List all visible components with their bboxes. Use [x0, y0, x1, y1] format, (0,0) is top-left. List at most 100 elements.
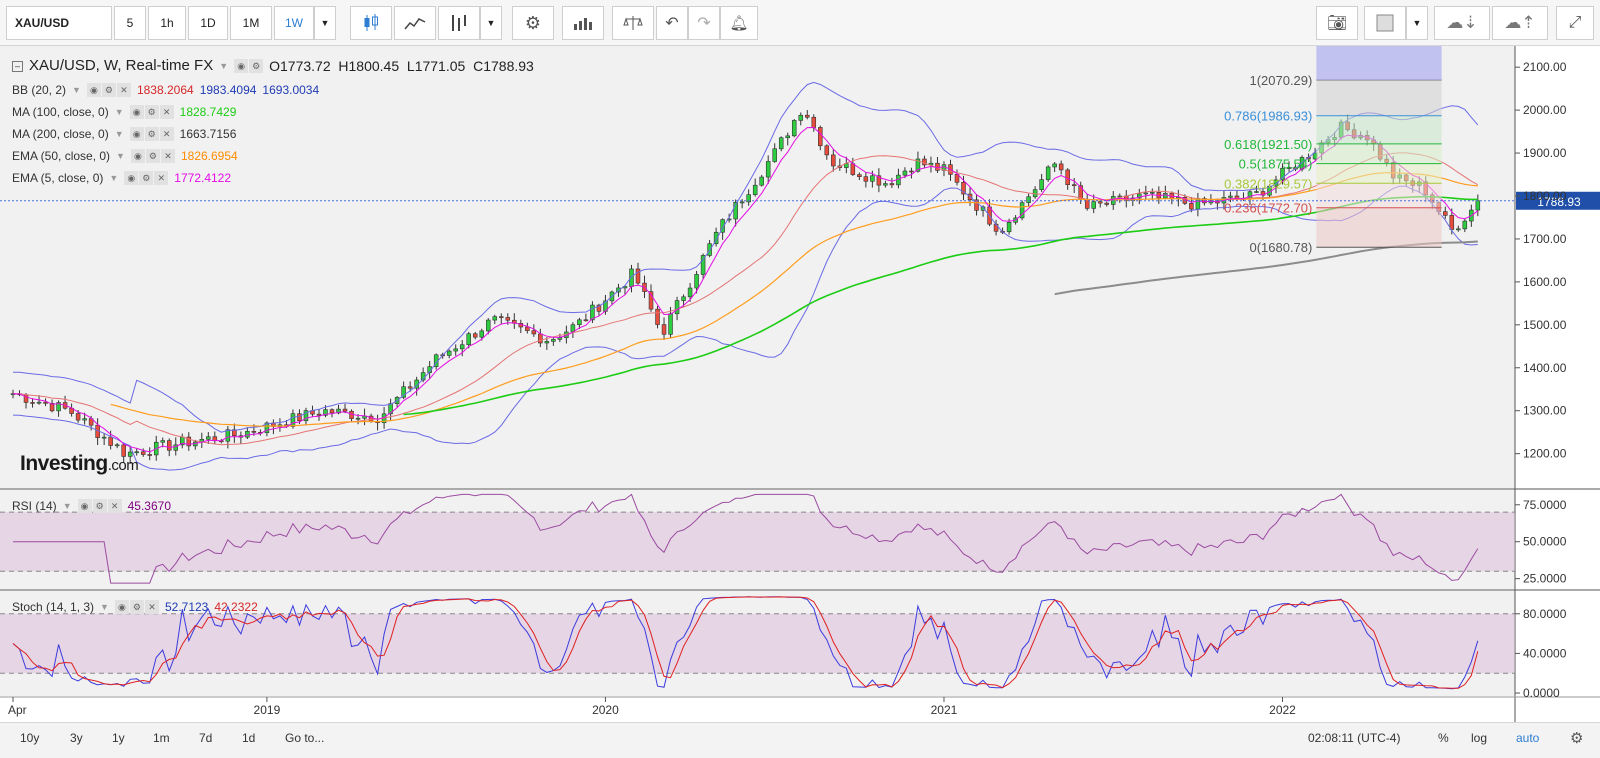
auto-toggle[interactable]: auto	[1516, 731, 1540, 745]
legend-controls[interactable]: ◉ ⚙ ✕	[114, 600, 159, 614]
candle	[1280, 167, 1285, 181]
eye-icon[interactable]: ◉	[124, 171, 139, 185]
eye-icon[interactable]: ◉	[129, 105, 144, 119]
candle	[876, 175, 882, 186]
range-7d-button[interactable]: 7d	[199, 731, 213, 745]
close-value: C1788.93	[473, 58, 534, 74]
candle	[694, 274, 699, 289]
gear-icon[interactable]: ⚙	[1570, 730, 1584, 747]
range-1y-button[interactable]: 1y	[112, 731, 125, 745]
eye-icon[interactable]: ◉	[86, 83, 101, 97]
candle	[342, 408, 348, 412]
close-icon[interactable]: ✕	[144, 600, 159, 614]
cloud-upload-button[interactable]: ☁︎⇡	[1492, 6, 1548, 40]
close-icon[interactable]: ✕	[107, 499, 122, 513]
caret-down-icon[interactable]: ▼	[62, 501, 72, 511]
candle	[863, 176, 869, 182]
close-icon[interactable]: ✕	[154, 171, 169, 185]
gear-icon[interactable]: ⚙	[249, 59, 264, 73]
area-type-button[interactable]	[394, 6, 436, 40]
layout-button[interactable]	[1364, 6, 1406, 40]
range-3y-button[interactable]: 3y	[70, 731, 83, 745]
gear-icon[interactable]: ⚙	[101, 83, 116, 97]
candle	[1052, 163, 1057, 168]
gear-icon[interactable]: ⚙	[92, 499, 107, 513]
caret-down-icon[interactable]: ▼	[219, 61, 229, 71]
compare-button[interactable]	[562, 6, 604, 40]
eye-icon[interactable]: ◉	[234, 59, 249, 73]
caret-down-icon[interactable]: ▼	[100, 602, 109, 612]
eye-icon[interactable]: ◉	[114, 600, 129, 614]
y-tick-label: 1300.00	[1523, 404, 1567, 418]
gear-icon[interactable]: ⚙	[144, 127, 159, 141]
candle	[974, 199, 979, 211]
range-1m-button[interactable]: 1m	[153, 731, 170, 745]
symbol-search-box[interactable]: XAU/USD	[6, 6, 112, 40]
ema5-legend: EMA (5, close, 0) ▼ ◉ ⚙ ✕ 1772.4122	[12, 170, 231, 186]
candle	[479, 330, 485, 338]
fullscreen-button[interactable]: ⤢	[1556, 6, 1594, 40]
ema5-name: EMA (5, close, 0)	[12, 171, 104, 185]
interval-1m-label: 1M	[242, 16, 260, 30]
eye-icon[interactable]: ◉	[77, 499, 92, 513]
candle	[186, 436, 192, 447]
legend-controls[interactable]: ◉ ⚙ ✕	[124, 171, 169, 185]
caret-down-icon[interactable]: ▼	[109, 173, 119, 183]
chart-canvas[interactable]: 1(2070.29) 0.786(1986.93) 0.618(1921.50) 0.…	[0, 46, 1600, 722]
interval-1w-button[interactable]: 1W	[274, 6, 314, 40]
interval-1m-button[interactable]: 1M	[230, 6, 272, 40]
percent-toggle[interactable]: %	[1438, 731, 1449, 745]
candle	[805, 114, 810, 118]
candle	[1286, 167, 1292, 169]
ohlc-values: O1773.72 H1800.45 L1771.05 C1788.93	[269, 58, 534, 74]
interval-1d-button[interactable]: 1D	[188, 6, 228, 40]
undo-button[interactable]: ↶	[656, 6, 688, 40]
candles-type-button[interactable]	[350, 6, 392, 40]
candle	[824, 145, 830, 156]
legend-controls[interactable]: ◉ ⚙ ✕	[130, 149, 175, 163]
ma100-value: 1828.7429	[179, 105, 237, 119]
caret-down-icon[interactable]: ▼	[116, 151, 125, 161]
indicators-dropdown-button[interactable]: ▼	[480, 6, 502, 40]
scale-button[interactable]	[612, 6, 654, 40]
legend-controls[interactable]: ◉ ⚙ ✕	[77, 499, 122, 513]
stoch-d-line	[12, 596, 1479, 689]
close-icon[interactable]: ✕	[160, 149, 175, 163]
redo-button[interactable]: ↷	[688, 6, 720, 40]
collapse-icon[interactable]: –	[12, 60, 23, 72]
candle	[648, 291, 654, 310]
candle	[909, 170, 914, 173]
interval-5-button[interactable]: 5	[114, 6, 146, 40]
alert-button[interactable]: 🔔︎	[720, 6, 758, 40]
legend-controls[interactable]: ◉ ⚙ ✕	[129, 127, 174, 141]
legend-controls[interactable]: ◉ ⚙ ✕	[129, 105, 174, 119]
eye-icon[interactable]: ◉	[129, 127, 144, 141]
cloud-download-button[interactable]: ☁︎⇣	[1434, 6, 1490, 40]
caret-down-icon[interactable]: ▼	[114, 129, 124, 139]
legend-controls[interactable]: ◉ ⚙ ✕	[86, 83, 131, 97]
goto-button[interactable]: Go to...	[285, 731, 325, 745]
settings-button[interactable]: ⚙	[512, 6, 554, 40]
layout-dropdown-button[interactable]: ▼	[1406, 6, 1428, 40]
caret-down-icon[interactable]: ▼	[72, 85, 81, 95]
close-icon[interactable]: ✕	[159, 105, 174, 119]
close-icon[interactable]: ✕	[116, 83, 131, 97]
indicators-button[interactable]	[438, 6, 480, 40]
candle	[818, 127, 823, 147]
close-icon[interactable]: ✕	[159, 127, 174, 141]
gear-icon[interactable]: ⚙	[139, 171, 154, 185]
caret-down-icon[interactable]: ▼	[114, 107, 124, 117]
legend-controls[interactable]: ◉ ⚙	[234, 59, 264, 73]
range-1d-button[interactable]: 1d	[242, 731, 256, 745]
log-toggle[interactable]: log	[1471, 731, 1488, 745]
eye-icon[interactable]: ◉	[130, 149, 145, 163]
fib-label: 0.5(1875.54)	[1239, 157, 1313, 172]
gear-icon[interactable]: ⚙	[129, 600, 144, 614]
range-10y-button[interactable]: 10y	[20, 731, 40, 745]
screenshot-button[interactable]: 📷︎	[1316, 6, 1358, 40]
gear-icon[interactable]: ⚙	[144, 105, 159, 119]
interval-dropdown-button[interactable]: ▼	[314, 6, 336, 40]
interval-1h-button[interactable]: 1h	[148, 6, 186, 40]
gear-icon[interactable]: ⚙	[145, 149, 160, 163]
fib-zone	[1316, 183, 1442, 208]
